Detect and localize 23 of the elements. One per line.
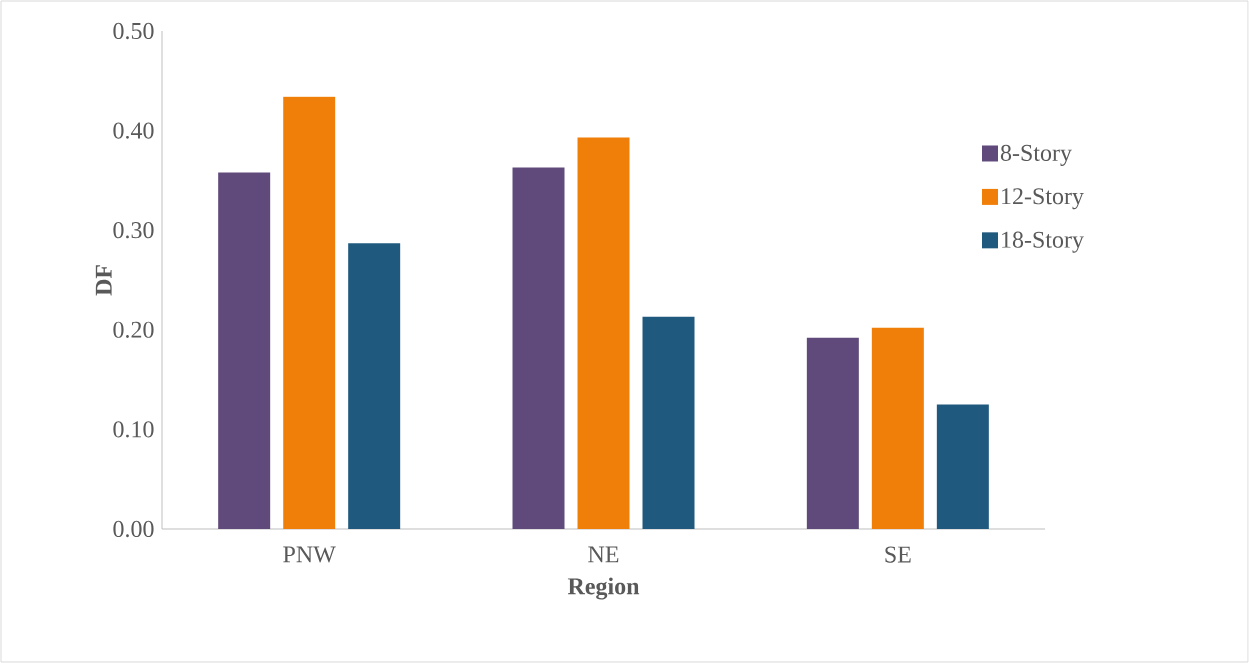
legend-label: 18-Story <box>1002 231 1084 253</box>
bar <box>642 316 695 529</box>
y-tick-label: 0.30 <box>113 222 154 239</box>
legend-label: 12-Story <box>1002 188 1084 210</box>
legend-label: 8-Story <box>1000 144 1072 166</box>
y-tick-label: 0.10 <box>113 421 154 438</box>
bar <box>806 337 859 529</box>
x-tick-label: PNW <box>283 546 336 563</box>
y-tick-label: 0.00 <box>113 520 154 538</box>
y-tick-label: 0.20 <box>113 321 154 338</box>
bar <box>577 137 630 529</box>
bar <box>348 243 401 529</box>
bar <box>283 96 336 529</box>
y-tick-label: 0.50 <box>113 22 154 40</box>
y-axis-title: DF <box>95 265 112 296</box>
x-tick-label: SE <box>885 546 911 563</box>
bar <box>936 404 989 529</box>
y-tick-label: 0.40 <box>113 122 154 139</box>
x-axis-title: Region <box>567 577 640 600</box>
x-tick-label: NE <box>588 546 619 563</box>
bar <box>218 172 271 529</box>
bar <box>871 327 924 529</box>
bar <box>512 167 565 529</box>
